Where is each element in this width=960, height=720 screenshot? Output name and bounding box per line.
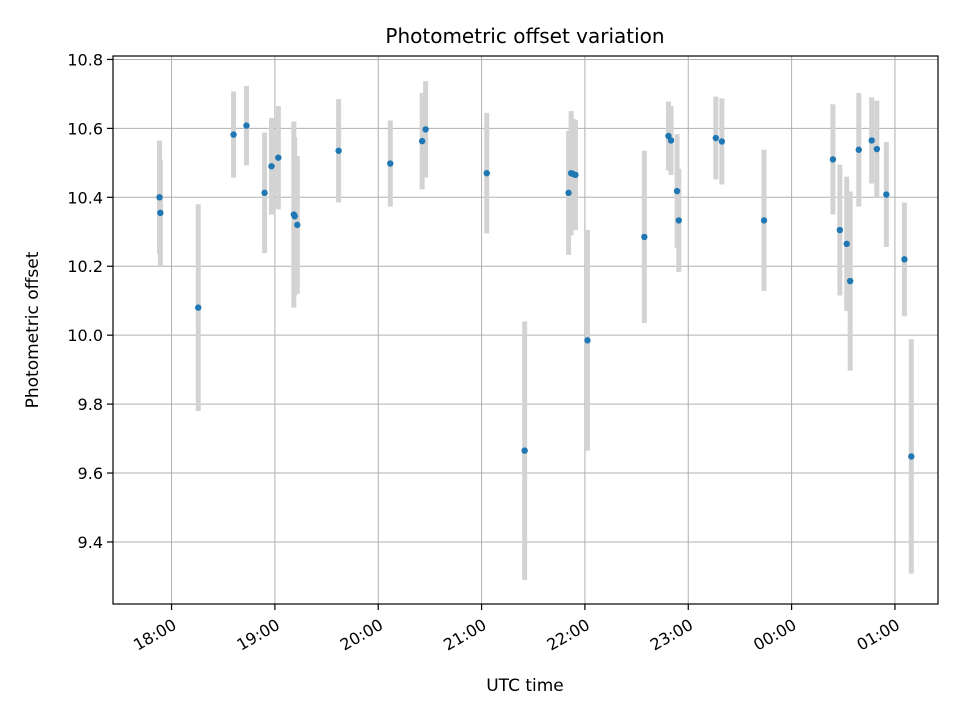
data-point: [675, 217, 682, 224]
data-point: [294, 221, 301, 229]
y-axis-ticks: 9.4 9.6 9.8 10.0 10.2 10.4 10.6 10.8: [67, 50, 113, 552]
data-point: [843, 240, 850, 248]
data-point: [868, 137, 875, 144]
data-point: [291, 213, 298, 220]
data-point: [195, 304, 202, 311]
data-point: [873, 145, 881, 153]
data-point: [836, 226, 844, 234]
data-point: [712, 134, 720, 142]
data-point: [387, 160, 394, 167]
data-point: [521, 447, 528, 454]
grid-lines: [113, 56, 938, 604]
y-tick-label: 10.2: [67, 257, 103, 276]
data-point: [157, 209, 164, 217]
y-tick-label: 9.6: [78, 464, 103, 483]
data-points: [156, 122, 915, 460]
data-point: [855, 146, 862, 153]
data-point: [261, 189, 268, 197]
data-point: [760, 217, 768, 224]
data-point: [829, 156, 837, 163]
y-tick-label: 9.4: [78, 533, 103, 552]
data-point: [335, 147, 342, 154]
data-point: [156, 194, 163, 201]
y-axis-label: Photometric offset: [23, 251, 43, 408]
x-axis-label: UTC time: [486, 676, 564, 696]
data-point: [673, 187, 681, 195]
y-tick-label: 10.0: [67, 326, 103, 345]
data-point: [422, 126, 429, 133]
data-point: [275, 154, 282, 161]
data-point: [268, 163, 275, 170]
data-point: [901, 256, 908, 263]
plot-frame: [112, 55, 939, 605]
y-tick-label: 10.6: [67, 119, 103, 138]
data-point: [846, 277, 854, 285]
data-point: [418, 137, 426, 145]
data-point: [230, 131, 237, 138]
y-tick-label: 10.4: [67, 188, 103, 207]
data-point: [641, 233, 648, 241]
data-point: [243, 122, 250, 129]
data-point: [908, 453, 915, 460]
y-tick-label: 9.8: [78, 395, 103, 414]
data-point: [667, 137, 675, 144]
data-point: [483, 169, 490, 177]
y-tick-label: 10.8: [67, 50, 103, 69]
data-point: [584, 337, 591, 344]
data-point: [572, 171, 579, 179]
data-point: [883, 191, 890, 198]
data-point: [718, 138, 726, 145]
data-point: [565, 189, 572, 197]
chart-title: Photometric offset variation: [385, 24, 664, 48]
